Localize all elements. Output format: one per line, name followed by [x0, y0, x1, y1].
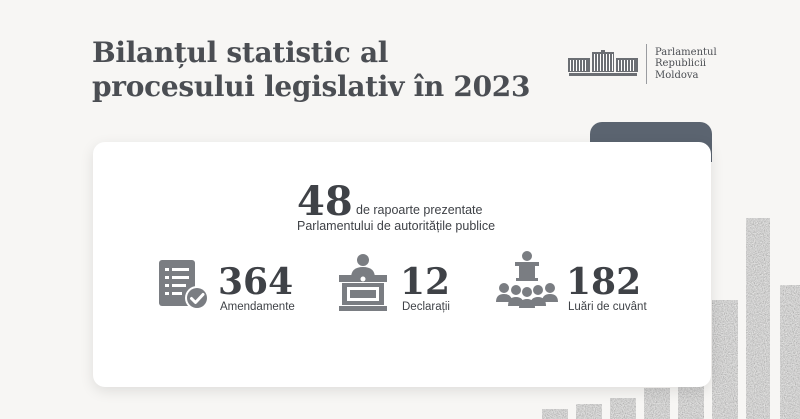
title-line-2: procesului legislativ în 2023 — [92, 70, 531, 103]
parliament-building-icon — [568, 50, 638, 76]
parliament-logo: Parlamentul Republicii Moldova — [566, 44, 717, 84]
logo-divider — [646, 44, 647, 84]
speaker-podium-icon — [339, 254, 387, 311]
reports-text-line-2: Parlamentului de autoritățile publice — [297, 219, 496, 233]
speeches-count: 182 — [566, 261, 642, 303]
bar — [746, 218, 770, 419]
logo-text: Parlamentul Republicii Moldova — [655, 47, 717, 82]
title-line-1: Bilanțul statistic al — [92, 36, 389, 69]
stats-card — [93, 142, 711, 387]
amendments-label: Amendamente — [220, 301, 295, 313]
declarations-count: 12 — [400, 261, 451, 303]
reports-count: 48 — [297, 178, 353, 225]
amendments-count: 364 — [218, 261, 294, 303]
logo-line-3: Moldova — [655, 69, 699, 81]
logo-line-2: Republicii — [655, 58, 707, 70]
bar — [542, 409, 568, 419]
bar — [610, 398, 636, 419]
bar — [780, 285, 800, 419]
speeches-label: Luări de cuvânt — [568, 301, 647, 313]
logo-line-1: Parlamentul — [655, 46, 717, 58]
bar — [712, 300, 738, 419]
declarations-label: Declarații — [402, 301, 450, 313]
bar — [576, 404, 602, 419]
bar — [644, 388, 670, 419]
page-title: Bilanțul statistic al procesului legisla… — [92, 36, 530, 104]
audience-icon — [496, 251, 558, 308]
document-check-icon — [159, 260, 209, 310]
reports-text-line-1: de rapoarte prezentate — [356, 203, 483, 217]
